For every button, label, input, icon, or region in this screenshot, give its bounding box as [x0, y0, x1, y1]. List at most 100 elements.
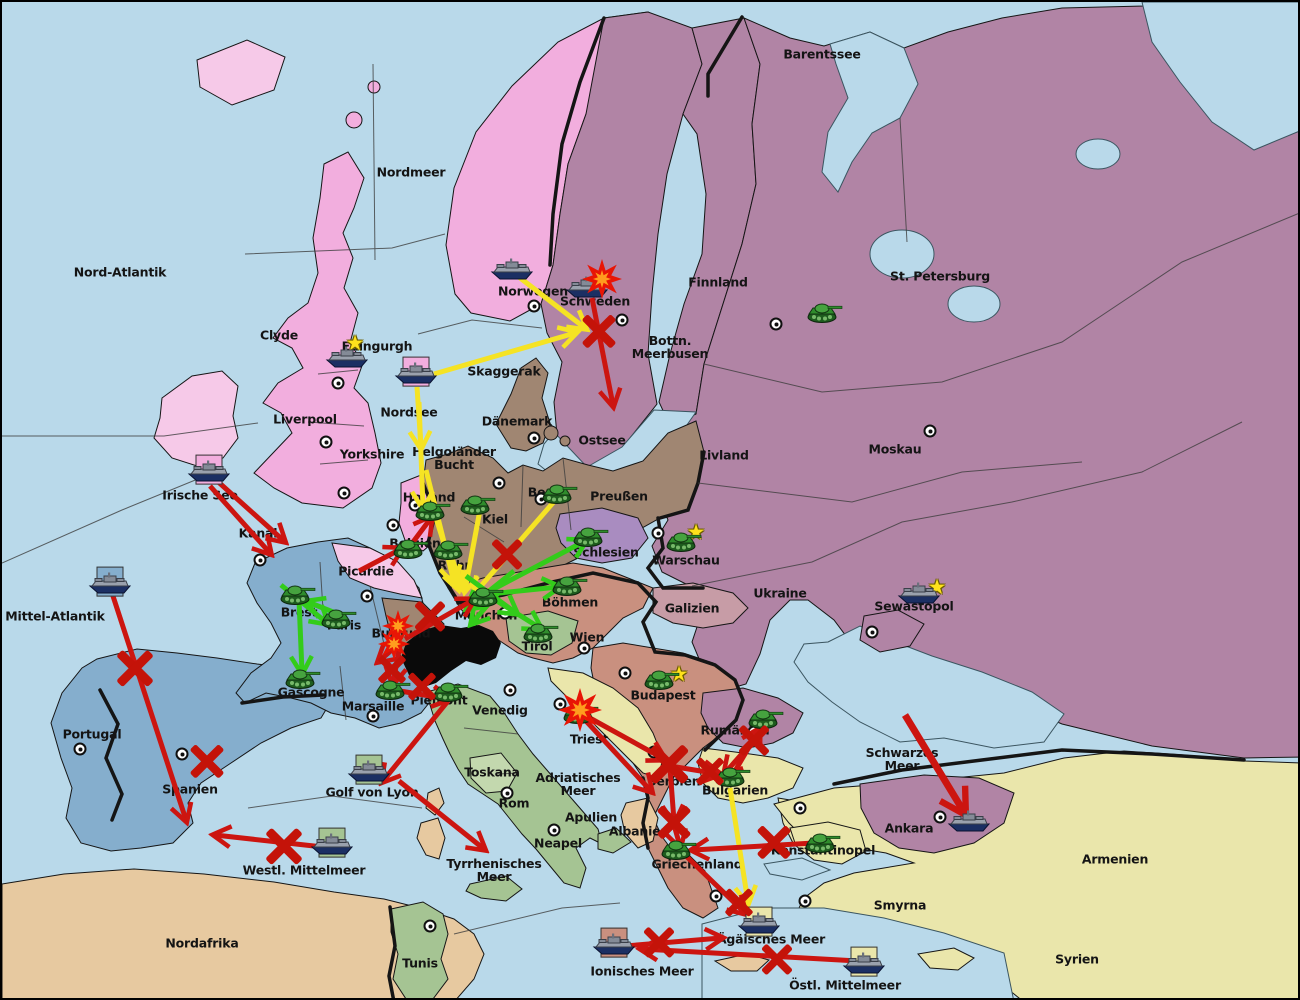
province-label-picardie: Picardie	[338, 563, 394, 579]
province-shape-daenemark-isle[interactable]	[559, 435, 571, 447]
province-shape-island[interactable]	[196, 39, 286, 106]
attack-arrow	[902, 713, 964, 812]
army-unit-griechenland[interactable]	[659, 838, 697, 860]
explosion-icon-schweden	[582, 259, 622, 299]
army-unit-paris[interactable]	[319, 607, 357, 629]
army-unit-konstantinopel[interactable]	[803, 831, 841, 853]
province-label-daenemark: Dänemark	[481, 413, 553, 429]
supply-center-portugal	[73, 742, 87, 756]
army-tank-icon	[542, 484, 578, 504]
supply-center-rom	[500, 786, 514, 800]
northeast-sea[interactable]	[1141, 2, 1300, 151]
supply-center-norwegen	[527, 299, 541, 313]
province-label-skaggerak: Skaggerak	[467, 363, 541, 379]
army-unit-budapest[interactable]	[642, 668, 680, 690]
attack-arrow	[642, 949, 859, 964]
province-shape-russland[interactable]	[651, 2, 1300, 759]
province-shape-island[interactable]	[367, 80, 381, 94]
army-unit-st-petersburg[interactable]	[805, 301, 843, 323]
fleet-ship-icon	[88, 572, 132, 594]
attack-arrow	[208, 484, 270, 553]
province-shape-england[interactable]	[253, 151, 382, 509]
province-label-helgolaender-bucht: Helgoländer Bucht	[412, 443, 496, 472]
army-unit-belgien[interactable]	[391, 537, 429, 559]
white-sea[interactable]	[821, 31, 919, 193]
fleet-unit-ionisches-meer[interactable]	[592, 927, 636, 958]
fleet-unit-golf-von-lyon[interactable]	[347, 754, 391, 785]
attack-arrow	[383, 699, 450, 781]
province-label-venedig: Venedig	[472, 702, 528, 718]
province-shape-island[interactable]	[345, 111, 363, 129]
army-unit-muenchen[interactable]	[466, 585, 504, 607]
province-label-liverpool: Liverpool	[273, 411, 337, 427]
province-label-marsaille: Marsaille	[341, 698, 405, 714]
province-shape-zypern[interactable]	[917, 947, 975, 971]
army-unit-schlesien[interactable]	[571, 525, 609, 547]
army-unit-berlin[interactable]	[540, 482, 578, 504]
province-label-mittel-atlantik: Mittel-Atlantik	[5, 608, 105, 624]
province-shape-sardinien[interactable]	[416, 817, 446, 860]
province-shape-daenemark[interactable]	[495, 357, 551, 452]
army-tank-icon	[661, 840, 697, 860]
explosion-icon-burgund-b	[378, 628, 410, 660]
fleet-unit-norwegen[interactable]	[490, 258, 534, 282]
province-shape-sizilien[interactable]	[465, 875, 523, 902]
province-shape-italien[interactable]	[425, 683, 603, 889]
fleet-unit-aegaeisches-meer[interactable]	[737, 906, 781, 937]
attack-arrow	[624, 938, 721, 946]
failed-move-x-icon	[738, 724, 771, 758]
province-shape-albanien[interactable]	[620, 797, 659, 849]
black-sea[interactable]	[793, 625, 1065, 749]
fleet-unit-sewastopol[interactable]	[897, 582, 941, 606]
army-unit-tirol[interactable]	[521, 621, 559, 643]
supply-center-tunis	[423, 919, 437, 933]
army-unit-kiel[interactable]	[458, 493, 496, 515]
army-unit-brest[interactable]	[278, 583, 316, 605]
fleet-unit-oestl-mittelmeer[interactable]	[842, 946, 886, 977]
province-shape-schweiz	[401, 625, 501, 688]
province-shape-irland[interactable]	[153, 370, 239, 467]
province-label-tunis: Tunis	[402, 955, 438, 971]
army-unit-holland[interactable]	[413, 499, 451, 521]
support-arrow	[419, 401, 423, 507]
marmara-sea[interactable]	[763, 857, 832, 881]
fleet-ship-icon	[592, 933, 636, 955]
army-unit-boehmen[interactable]	[550, 574, 588, 596]
fleet-unit-nordsee[interactable]	[394, 356, 438, 387]
province-shape-apulien[interactable]	[597, 827, 632, 854]
province-label-portugal: Portugal	[62, 726, 122, 742]
army-unit-piemont[interactable]	[431, 680, 469, 702]
supply-center-london	[337, 486, 351, 500]
support-arrow	[433, 333, 575, 377]
army-unit-rumaenien[interactable]	[746, 707, 784, 729]
province-label-ostsee: Ostsee	[578, 432, 626, 448]
province-shape-sewastopol[interactable]	[859, 609, 925, 653]
failed-move-x-icon	[761, 943, 794, 977]
supply-center-wien	[577, 641, 591, 655]
army-unit-warschau[interactable]	[664, 530, 702, 552]
failed-move-x-icon	[724, 888, 754, 918]
army-unit-marsaille[interactable]	[373, 678, 411, 700]
province-label-bottn-meerbusen: Bottn. Meerbusen	[631, 332, 709, 361]
failed-move-x-icon	[407, 672, 437, 702]
province-label-edinburgh: Edingurgh	[341, 338, 413, 354]
fleet-unit-westl-mittelmeer[interactable]	[310, 827, 354, 858]
attack-arrow	[584, 719, 651, 791]
fleet-ship-icon	[187, 460, 231, 482]
fleet-unit-mittel-atlantik[interactable]	[88, 566, 132, 597]
province-label-oestl-mittelmeer: Östl. Mittelmeer	[789, 977, 901, 993]
army-unit-ruhr[interactable]	[431, 538, 469, 560]
army-tank-icon	[433, 540, 469, 560]
fleet-unit-edinburgh[interactable]	[325, 346, 369, 370]
army-unit-gascogne[interactable]	[283, 667, 321, 689]
province-label-schwarzes-meer: Schwarzes Meer	[865, 744, 939, 773]
province-shape-daenemark-isle[interactable]	[543, 425, 559, 441]
fleet-unit-irische-see[interactable]	[187, 454, 231, 485]
province-label-nord-atlantik: Nord-Atlantik	[73, 264, 167, 280]
province-label-tyrrhenisches-meer: Tyrrhenisches Meer	[446, 855, 542, 884]
province-label-neapel: Neapel	[534, 835, 582, 851]
province-label-ionisches-meer: Ionisches Meer	[590, 963, 694, 979]
fleet-unit-ankara[interactable]	[947, 810, 991, 834]
fleet-ship-icon	[310, 833, 354, 855]
province-shape-galizien[interactable]	[652, 582, 749, 629]
